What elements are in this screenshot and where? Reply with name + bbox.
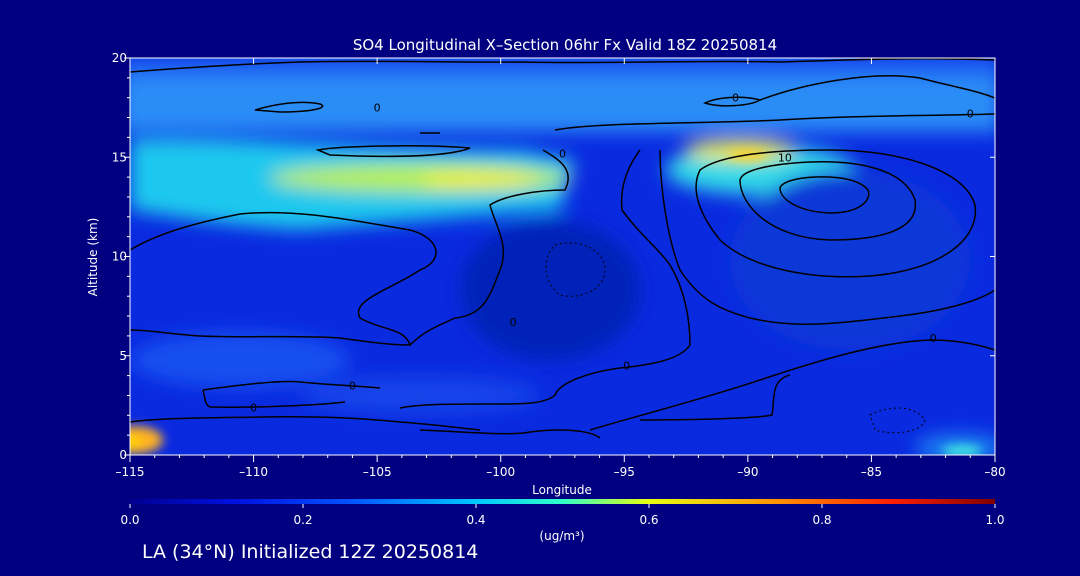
x-tick-label: –80: [984, 465, 1005, 479]
hotspot-surface-east: [942, 445, 982, 455]
contour-central-vertical: [399, 149, 691, 409]
contour-label: 0: [967, 108, 974, 121]
contour-label: 0: [623, 360, 630, 373]
x-tick-label: –105: [363, 465, 392, 479]
contour-small-loop: [702, 96, 762, 107]
contour-label: 0: [349, 380, 356, 393]
colorbar-tick-label: 0.2: [293, 513, 312, 527]
plot-area: 0 0 0 0 10 0 0 0 0 0: [130, 58, 995, 455]
colorbar-label: (ug/m³): [539, 529, 584, 543]
contour-east-ring: [695, 149, 977, 278]
contour-east-top: [759, 75, 995, 101]
hotspot-surface-west-core: [130, 435, 142, 449]
colorbar-tick-label: 1.0: [985, 513, 1004, 527]
field-top-band: [130, 58, 995, 81]
colorbar-tick-label: 0.6: [639, 513, 658, 527]
y-axis: 0 5 10 15 20: [112, 51, 995, 462]
contour-label: 10: [778, 151, 792, 164]
y-axis-label: Altitude (km): [86, 218, 100, 297]
field-light-low-west: [130, 332, 350, 388]
contour-dotted: [545, 242, 926, 434]
y-tick-label: 15: [112, 150, 127, 164]
contour-east-low-2: [639, 374, 791, 421]
colorbar-ticks: 0.0 0.2 0.4 0.6 0.8 1.0: [120, 504, 1005, 527]
chart-title: SO4 Longitudinal X–Section 06hr Fx Valid…: [353, 36, 777, 54]
contour-dotted-mid: [545, 242, 606, 297]
contour-label: 0: [559, 147, 566, 160]
y-tick-label: 0: [119, 448, 127, 462]
contour-lower-band: [130, 415, 481, 431]
colorbar-tick-label: 0.8: [812, 513, 831, 527]
y-tick-label: 10: [112, 250, 127, 264]
contour-east-large: [659, 149, 995, 325]
footer-caption: LA (34°N) Initialized 12Z 20250814: [142, 541, 479, 563]
contour-west-split: [409, 149, 569, 346]
contour-label: 0: [510, 316, 517, 329]
contour-upper-west: [254, 101, 324, 113]
x-tick-label: –95: [614, 465, 635, 479]
x-tick-label: –115: [116, 465, 145, 479]
x-tick-label: –110: [239, 465, 268, 479]
field-blue-east-mid: [730, 170, 970, 350]
colorbar-tick-label: 0.0: [120, 513, 139, 527]
contour-lower-west-2: [202, 389, 346, 408]
field-light-low-mid: [300, 377, 540, 413]
field-dark-mid: [460, 220, 640, 360]
contour-dotted-surface: [869, 407, 926, 434]
contour-labels: 0 0 0 0 10 0 0 0 0 0: [250, 92, 974, 415]
x-tick-label: –100: [486, 465, 515, 479]
contour-lower-west: [202, 380, 381, 391]
contour-east-inner: [739, 161, 917, 241]
x-tick-label: –90: [737, 465, 758, 479]
contour-east-ribbon: [554, 113, 995, 131]
contour-lines: [130, 58, 995, 439]
colorbar: [130, 499, 995, 504]
contour-label: 0: [732, 92, 739, 105]
colorbar-tick-label: 0.4: [466, 513, 485, 527]
y-tick-label: 5: [119, 349, 127, 363]
field-blobs: [130, 58, 995, 455]
y-tick-label: 20: [112, 51, 127, 65]
contour-label: 0: [374, 102, 381, 115]
contour-east-low: [589, 339, 995, 431]
field-yellow-core-west: [420, 171, 540, 189]
contour-west-box: [315, 145, 471, 158]
field-upper-light-band: [130, 76, 995, 132]
contour-label: 0: [930, 332, 937, 345]
x-axis-label: Longitude: [532, 483, 592, 497]
contour-low-mid: [419, 429, 601, 439]
x-tick-label: –85: [861, 465, 882, 479]
contour-east-core: [779, 176, 870, 214]
x-axis: –115 –110 –105 –100 –95 –90 –85 –80: [116, 58, 1006, 479]
contour-label: 0: [250, 401, 257, 414]
contour-mid-tropo: [130, 211, 437, 346]
contour-top: [130, 58, 995, 73]
